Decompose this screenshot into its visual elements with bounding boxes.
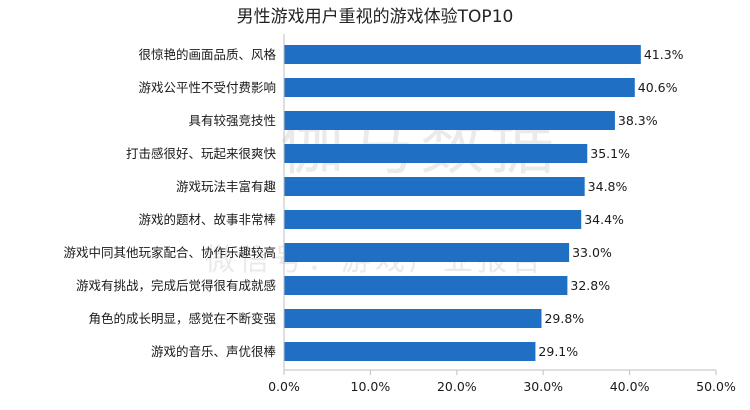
- x-tick-label-5: 50.0%: [696, 379, 736, 394]
- category-label-5: 游戏玩法丰富有趣: [176, 179, 277, 194]
- x-tick-label-3: 30.0%: [523, 379, 563, 394]
- value-label-6: 34.4%: [584, 212, 624, 227]
- bar-5: [284, 177, 585, 196]
- value-label-10: 29.1%: [538, 344, 578, 359]
- category-label-9: 角色的成长明显，感觉在不断变强: [88, 311, 276, 326]
- bar-1: [284, 45, 641, 64]
- value-label-3: 38.3%: [618, 113, 658, 128]
- bar-10: [284, 342, 536, 361]
- category-label-1: 很惊艳的画面品质、风格: [138, 47, 276, 62]
- bar-9: [284, 309, 542, 328]
- x-tick-label-2: 20.0%: [437, 379, 477, 394]
- bar-4: [284, 144, 588, 163]
- bar-6: [284, 210, 582, 229]
- category-label-2: 游戏公平性不受付费影响: [138, 80, 276, 95]
- value-label-7: 33.0%: [572, 245, 612, 260]
- bar-3: [284, 111, 615, 130]
- category-label-6: 游戏的题材、故事非常棒: [138, 212, 276, 227]
- x-tick-label-4: 40.0%: [610, 379, 650, 394]
- category-label-3: 具有较强竞技性: [188, 113, 276, 128]
- x-tick-label-1: 10.0%: [351, 379, 391, 394]
- category-label-8: 游戏有挑战，完成后觉得很有成就感: [76, 278, 276, 293]
- value-label-5: 34.8%: [588, 179, 628, 194]
- value-label-1: 41.3%: [644, 47, 684, 62]
- value-label-9: 29.8%: [544, 311, 584, 326]
- x-tick-label-0: 0.0%: [268, 379, 300, 394]
- value-label-8: 32.8%: [570, 278, 610, 293]
- value-label-4: 35.1%: [590, 146, 630, 161]
- bar-2: [284, 78, 635, 97]
- category-label-7: 游戏中同其他玩家配合、协作乐趣较高: [63, 245, 276, 260]
- value-label-2: 40.6%: [638, 80, 678, 95]
- category-label-4: 打击感很好、玩起来很爽快: [126, 146, 277, 161]
- chart-title: 男性游戏用户重视的游戏体验TOP10: [237, 7, 514, 27]
- plot-area: 很惊艳的画面品质、风格 41.3% 游戏公平性不受付费影响 40.6% 具有较强竞技性 3…: [63, 34, 736, 394]
- category-label-10: 游戏的音乐、声优很棒: [151, 344, 277, 359]
- bar-8: [284, 276, 568, 295]
- bar-7: [284, 243, 570, 262]
